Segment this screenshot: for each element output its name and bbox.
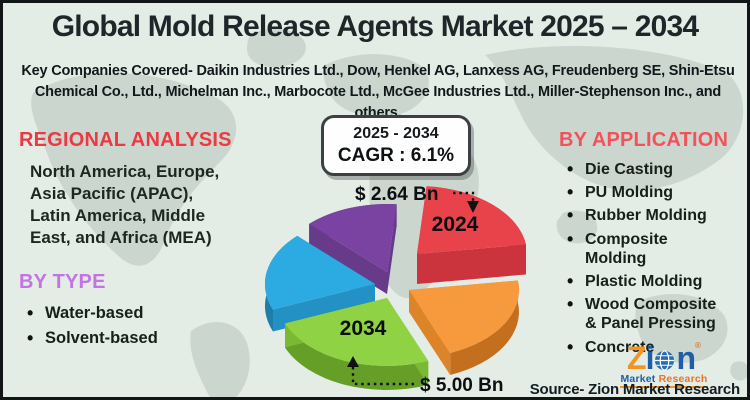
arrow-up-icon	[347, 356, 359, 367]
by-type-item: Water-based	[19, 303, 239, 324]
logo-tagline: Market Research	[620, 373, 708, 388]
page-title: Global Mold Release Agents Market 2025 –…	[51, 10, 699, 43]
regional-analysis-heading: REGIONAL ANALYSIS	[19, 129, 232, 151]
pie-slice-cyan	[264, 235, 375, 332]
annotation-2034-value: $ 5.00 Bn	[420, 375, 503, 396]
pie-label-2034: 2034	[340, 317, 387, 340]
by-application-item: Concrete	[559, 336, 729, 358]
annotation-2024-value: $ 2.64 Bn	[355, 184, 438, 205]
by-type-heading: BY TYPE	[19, 271, 106, 293]
by-application-item: Wood Composite & Panel Pressing	[559, 294, 729, 333]
annotation-2034-leader	[351, 367, 414, 386]
pie-chart: 2024 2034 $ 2.64 Bn $ 5.00 Bn	[264, 184, 526, 396]
logo-tagline-research: Research	[658, 373, 708, 385]
pie-slice-orange	[409, 280, 519, 375]
by-application-item: Rubber Molding	[559, 205, 729, 227]
by-application-section: BY APPLICATION Die Casting PU Molding Ru…	[559, 129, 745, 361]
by-application-heading: BY APPLICATION	[559, 129, 729, 151]
by-application-item: PU Molding	[559, 182, 729, 204]
cagr-box: 2025 - 2034 CAGR : 6.1%	[321, 115, 471, 176]
regional-analysis-section: REGIONAL ANALYSIS North America, Europe,…	[19, 129, 234, 249]
pie-slice-2024	[417, 186, 526, 284]
logo-tagline-market: Market	[620, 373, 656, 385]
logo-letter-n: n	[676, 340, 696, 376]
arrow-down-icon	[467, 201, 479, 213]
by-type-section: BY TYPE Water-based Solvent-based	[19, 271, 239, 354]
by-application-item: Composite Molding	[559, 229, 729, 268]
pie-slice-2034	[285, 298, 429, 390]
by-application-item: Die Casting	[559, 159, 729, 181]
annotation-2024-leader	[453, 191, 475, 201]
pie-slice-purple	[309, 204, 397, 294]
regional-analysis-text: North America, Europe, Asia Pacific (APA…	[30, 162, 220, 248]
source-text: Source- Zion Market Research	[529, 381, 741, 398]
pie-label-2024: 2024	[432, 213, 479, 236]
logo-letter-i: i	[645, 340, 655, 376]
cagr-value: CAGR : 6.1%	[337, 144, 455, 166]
cagr-period: 2025 - 2034	[353, 124, 439, 142]
by-type-item: Solvent-based	[19, 328, 239, 349]
logo-letter-z: Z	[627, 340, 647, 376]
by-application-item: Plastic Molding	[559, 271, 729, 293]
globe-icon	[655, 349, 675, 371]
registered-mark: ®	[695, 341, 701, 350]
key-companies-text: Key Companies Covered- Daikin Industries…	[21, 63, 735, 122]
